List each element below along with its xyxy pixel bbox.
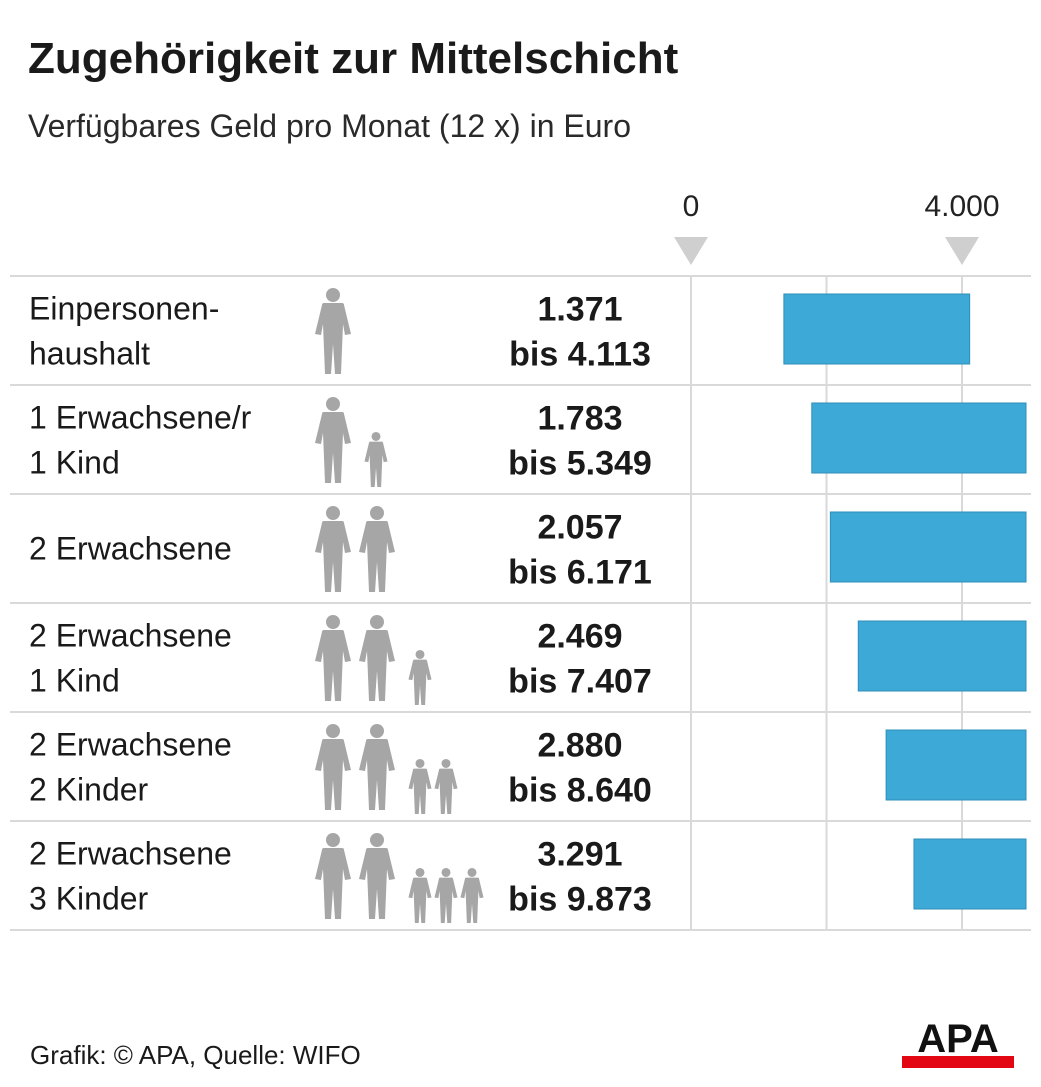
- logo-text: APA: [917, 1018, 998, 1061]
- person-icon: [434, 868, 458, 924]
- range-max-label: bis 5.349: [508, 445, 652, 483]
- range-max-label: bis 6.171: [508, 554, 652, 592]
- range-min-label: 2.469: [537, 618, 622, 656]
- tick-marker-icon: [945, 237, 979, 265]
- apa-logo: APA: [902, 1018, 1014, 1068]
- range-min-label: 2.880: [537, 727, 622, 765]
- range-min-label: 2.057: [537, 509, 622, 547]
- range-bar: [783, 293, 971, 365]
- range-bar: [857, 620, 1027, 692]
- row-label: 1 Erwachsene/r: [29, 400, 252, 436]
- person-icon: [359, 506, 395, 592]
- row-label: 2 Kinder: [29, 772, 149, 808]
- tick-marker-icon: [674, 237, 708, 265]
- person-icon: [359, 615, 395, 701]
- row-label: Einpersonen-: [29, 291, 219, 327]
- tick-label: 4.000: [924, 190, 999, 223]
- range-max-label: bis 7.407: [508, 663, 652, 701]
- range-bar: [811, 402, 1027, 474]
- row-label: 1 Kind: [29, 445, 120, 481]
- row-label: 1 Kind: [29, 663, 120, 699]
- source-credit: Grafik: © APA, Quelle: WIFO: [30, 1040, 361, 1070]
- chart-subtitle: Verfügbares Geld pro Monat (12 x) in Eur…: [28, 108, 631, 144]
- row-label: 2 Erwachsene: [29, 727, 232, 763]
- range-min-label: 1.371: [537, 291, 622, 329]
- row-label: 2 Erwachsene: [29, 618, 232, 654]
- range-bar: [913, 838, 1027, 910]
- tick-label: 0: [683, 190, 700, 223]
- person-icon: [315, 615, 351, 701]
- person-icon: [408, 650, 432, 706]
- person-icon: [315, 833, 351, 919]
- person-icon: [315, 506, 351, 592]
- person-icon: [359, 833, 395, 919]
- logo-red-bar: [902, 1056, 1014, 1068]
- range-min-label: 1.783: [537, 400, 622, 438]
- person-icon: [408, 759, 432, 815]
- person-icon: [434, 759, 458, 815]
- person-icon: [359, 724, 395, 810]
- person-icon: [460, 868, 484, 924]
- row-label: 2 Erwachsene: [29, 836, 232, 872]
- chart-title: Zugehörigkeit zur Mittelschicht: [28, 34, 679, 83]
- person-icon: [315, 288, 351, 374]
- range-max-label: bis 9.873: [508, 881, 652, 919]
- person-icon: [408, 868, 432, 924]
- person-icon: [364, 432, 388, 488]
- row-label: haushalt: [29, 336, 150, 372]
- range-min-label: 3.291: [537, 836, 622, 874]
- range-bar: [829, 511, 1027, 583]
- row-label: 2 Erwachsene: [29, 531, 232, 567]
- person-icon: [315, 397, 351, 483]
- range-max-label: bis 4.113: [509, 336, 651, 374]
- range-bar: [885, 729, 1027, 801]
- row-label: 3 Kinder: [29, 881, 149, 917]
- person-icon: [315, 724, 351, 810]
- range-max-label: bis 8.640: [508, 772, 652, 810]
- chart-area: 04.0008.000Einpersonen-haushalt1.371bis …: [10, 190, 1031, 931]
